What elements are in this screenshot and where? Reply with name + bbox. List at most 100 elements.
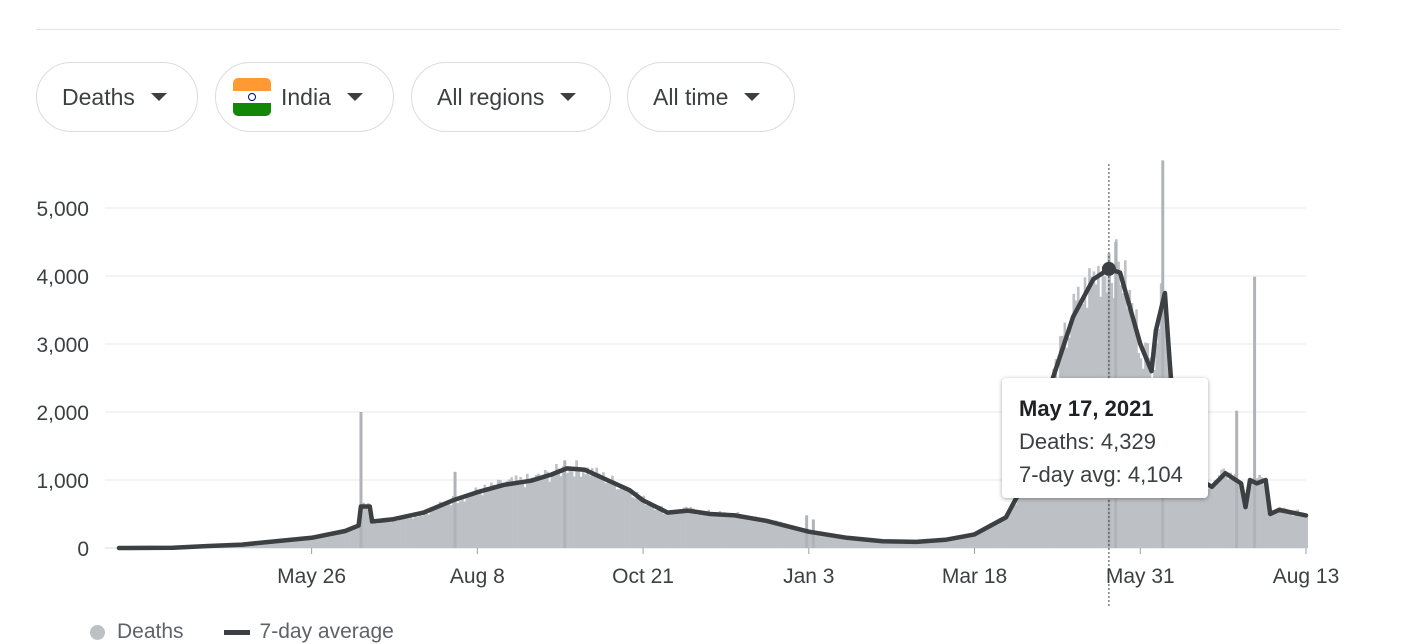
deaths-bar <box>716 517 719 548</box>
deaths-bar <box>376 524 379 548</box>
deaths-bar <box>759 519 762 548</box>
deaths-bar <box>555 464 558 548</box>
metric-dropdown[interactable]: Deaths <box>36 62 198 132</box>
deaths-bar <box>1223 468 1226 548</box>
deaths-bar <box>622 490 625 548</box>
deaths-bar <box>797 530 800 548</box>
deaths-bar <box>1276 512 1279 548</box>
deaths-bar <box>477 491 480 548</box>
deaths-bar <box>517 480 520 548</box>
deaths-bar <box>996 524 999 548</box>
y-tick-label: 0 <box>77 538 89 561</box>
deaths-bar <box>405 514 408 548</box>
deaths-bar <box>363 503 366 548</box>
deaths-bar <box>663 514 666 548</box>
deaths-bar <box>475 488 478 548</box>
deaths-spike-bar <box>563 460 566 548</box>
deaths-bar <box>528 480 531 548</box>
deaths-bar <box>522 482 525 548</box>
deaths-bar <box>483 485 486 548</box>
deaths-bar <box>533 481 536 548</box>
region-dropdown[interactable]: All regions <box>411 62 611 132</box>
deaths-bar <box>526 474 529 548</box>
legend-bars-swatch <box>90 625 105 640</box>
deaths-bar <box>743 518 746 548</box>
deaths-bar <box>795 529 798 548</box>
deaths-bar <box>392 521 395 548</box>
deaths-bar <box>1285 509 1288 548</box>
deaths-bar <box>461 499 464 548</box>
deaths-bar <box>423 512 426 548</box>
deaths-bar <box>1299 517 1302 548</box>
deaths-bar <box>432 509 435 548</box>
deaths-bar <box>696 515 699 548</box>
period-dropdown[interactable]: All time <box>627 62 795 132</box>
x-tick-label: Aug 8 <box>450 565 505 588</box>
deaths-bar <box>712 515 715 548</box>
deaths-bar <box>1249 487 1252 548</box>
y-tick-label: 1,000 <box>36 470 89 493</box>
deaths-bar <box>374 523 377 548</box>
deaths-bar <box>387 520 390 548</box>
deaths-bar <box>725 513 728 548</box>
deaths-bar <box>320 537 323 548</box>
deaths-spike-bar <box>359 412 362 548</box>
legend-line-swatch <box>224 630 250 635</box>
deaths-bar <box>741 517 744 548</box>
deaths-bar <box>636 492 639 548</box>
deaths-bar <box>1010 511 1013 548</box>
deaths-bar <box>539 477 542 548</box>
x-tick-label: Aug 13 <box>1273 565 1340 588</box>
deaths-bar <box>772 523 775 548</box>
deaths-spike-bar <box>454 472 457 548</box>
deaths-bar <box>620 486 623 548</box>
deaths-bar <box>575 460 578 548</box>
deaths-bar <box>640 498 643 548</box>
deaths-bar <box>613 481 616 548</box>
deaths-bar <box>1272 510 1275 548</box>
deaths-bar <box>542 477 545 548</box>
deaths-bar <box>457 503 460 548</box>
deaths-bar <box>656 510 659 548</box>
deaths-bar <box>1207 489 1210 548</box>
deaths-bar <box>1209 487 1212 548</box>
deaths-bar <box>609 482 612 548</box>
deaths-bar <box>1261 477 1264 548</box>
country-dropdown[interactable]: India <box>215 62 394 132</box>
deaths-bar <box>510 477 513 548</box>
deaths-bar <box>1305 516 1308 548</box>
x-tick-label: Oct 21 <box>612 565 674 588</box>
deaths-bar <box>470 495 473 548</box>
deaths-bar <box>530 478 533 548</box>
deaths-bar <box>672 514 675 548</box>
deaths-bar <box>1231 480 1234 548</box>
country-dropdown-label: India <box>281 84 331 111</box>
deaths-bar <box>403 518 406 548</box>
deaths-bar <box>378 520 381 548</box>
deaths-bar <box>589 476 592 548</box>
deaths-bar <box>658 506 661 548</box>
deaths-bar <box>463 501 466 548</box>
deaths-bar <box>1303 515 1306 548</box>
deaths-bar <box>501 486 504 548</box>
deaths-bar <box>430 507 433 548</box>
deaths-bar <box>649 506 652 548</box>
hover-dot <box>1102 262 1116 276</box>
deaths-bar <box>499 480 502 548</box>
deaths-bar <box>537 474 540 548</box>
deaths-bar <box>654 510 657 548</box>
deaths-bar <box>676 511 679 548</box>
deaths-bar <box>571 471 574 548</box>
deaths-bar <box>669 513 672 548</box>
deaths-bar <box>752 519 755 548</box>
deaths-bar <box>1225 477 1228 548</box>
x-tick-label: Jan 3 <box>783 565 834 588</box>
deaths-bar <box>495 487 498 548</box>
deaths-bar <box>519 477 522 548</box>
deaths-bar <box>607 482 610 548</box>
deaths-bar <box>569 467 572 548</box>
deaths-bar <box>618 489 621 548</box>
deaths-bar <box>1016 497 1019 548</box>
